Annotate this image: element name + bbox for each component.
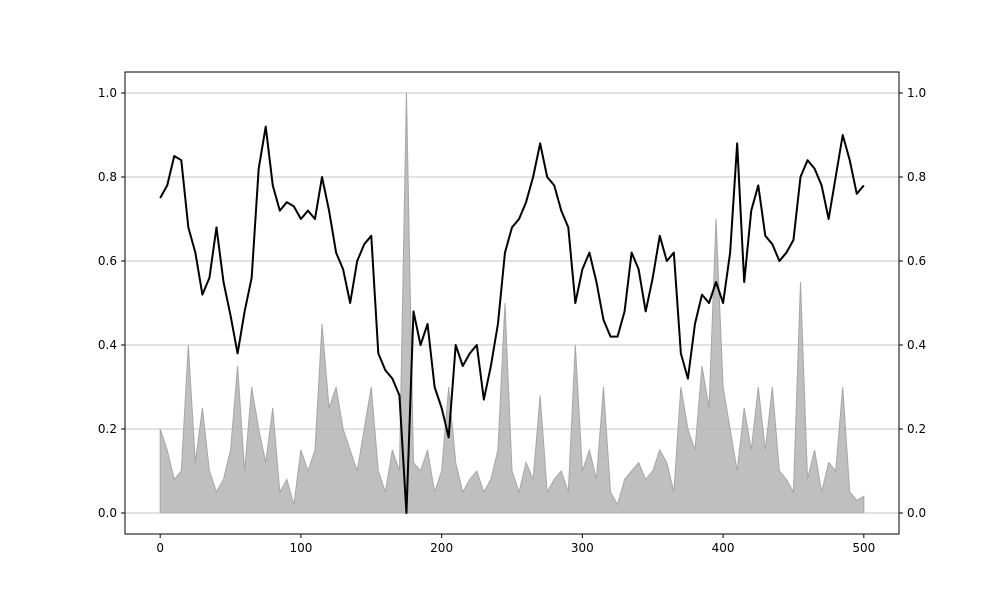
y2-tick-label: 0.0: [907, 506, 926, 520]
y2-tick-label: 1.0: [907, 86, 926, 100]
y-tick-label: 0.8: [98, 170, 117, 184]
x-tick-label: 200: [430, 541, 453, 555]
y-tick-label: 0.4: [98, 338, 117, 352]
y-tick-label: 1.0: [98, 86, 117, 100]
data-area: [159, 92, 865, 514]
y2-tick-label: 0.6: [907, 254, 926, 268]
x-tick-label: 400: [712, 541, 735, 555]
plot-frame: [124, 71, 900, 535]
x-tick-label: 300: [571, 541, 594, 555]
y-tick-label: 0.2: [98, 422, 117, 436]
y2-tick-label: 0.8: [907, 170, 926, 184]
x-tick-label: 100: [289, 541, 312, 555]
data-line: [159, 125, 865, 514]
x-tick-label: 0: [156, 541, 164, 555]
y2-tick-label: 0.2: [907, 422, 926, 436]
y2-tick-label: 0.4: [907, 338, 926, 352]
x-tick-label: 500: [852, 541, 875, 555]
y-tick-label: 0.0: [98, 506, 117, 520]
y-tick-label: 0.6: [98, 254, 117, 268]
